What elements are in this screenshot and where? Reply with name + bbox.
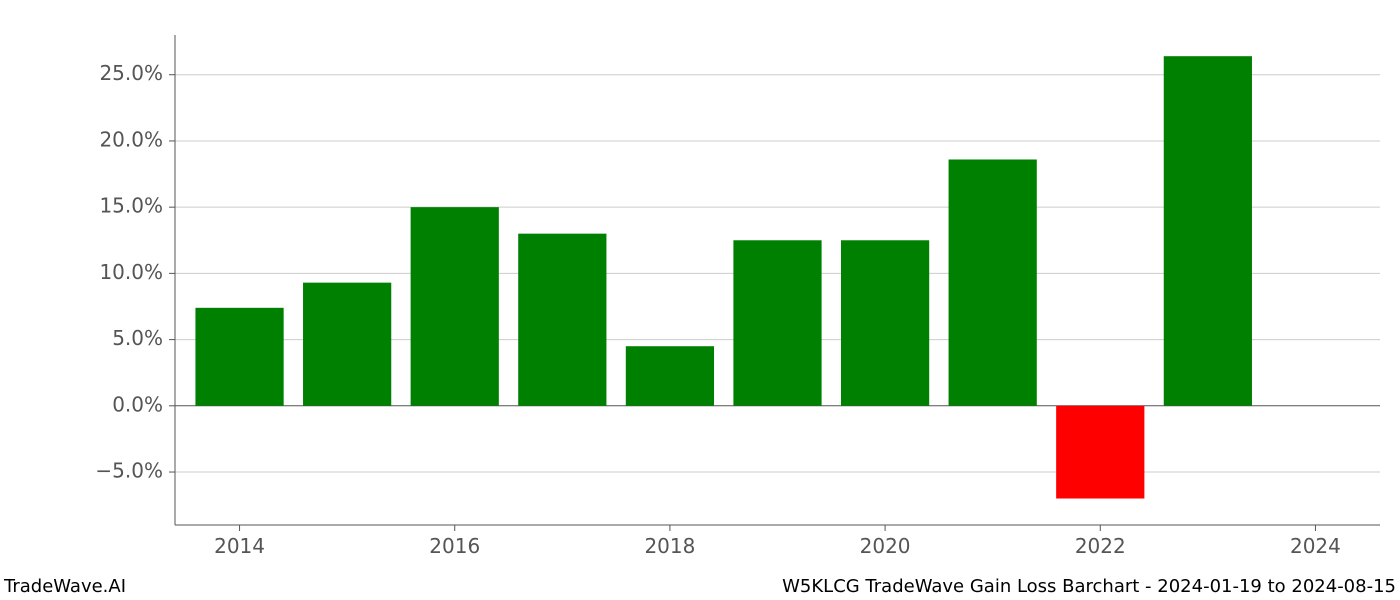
y-tick-label: 25.0% (99, 61, 163, 85)
bar-2019 (733, 240, 821, 406)
footer-right-label: W5KLCG TradeWave Gain Loss Barchart - 20… (782, 576, 1396, 597)
bar-2016 (411, 207, 499, 406)
bar-2015 (303, 283, 391, 406)
bar-2021 (949, 159, 1037, 405)
y-tick-label: 0.0% (112, 392, 163, 416)
bar-2022 (1056, 406, 1144, 499)
bars (195, 56, 1252, 498)
footer-left-label: TradeWave.AI (3, 576, 126, 597)
x-tick-label: 2022 (1075, 534, 1126, 558)
bar-2018 (626, 346, 714, 406)
y-tick-label: 10.0% (99, 260, 163, 284)
bar-2023 (1164, 56, 1252, 406)
bar-2020 (841, 240, 929, 406)
bar-2017 (518, 234, 606, 406)
gain-loss-barchart: −5.0%0.0%5.0%10.0%15.0%20.0%25.0% 201420… (0, 0, 1400, 600)
y-tick-label: 20.0% (99, 127, 163, 151)
y-axis-ticks: −5.0% 0.0% 5.0% 10.0% 15.0% 20.0% 25.0% (95, 61, 175, 482)
y-tick-label: 5.0% (112, 326, 163, 350)
x-axis-ticks: 2014 2016 2018 2020 2022 2024 (214, 525, 1341, 558)
bar-2014 (195, 308, 283, 406)
y-tick-label: 15.0% (99, 194, 163, 218)
x-tick-label: 2014 (214, 534, 265, 558)
x-tick-label: 2020 (860, 534, 911, 558)
x-tick-label: 2024 (1290, 534, 1341, 558)
x-tick-label: 2016 (429, 534, 480, 558)
y-tick-label: −5.0% (95, 459, 163, 483)
chart-svg: −5.0%0.0%5.0%10.0%15.0%20.0%25.0% 201420… (0, 0, 1400, 600)
x-tick-label: 2018 (644, 534, 695, 558)
